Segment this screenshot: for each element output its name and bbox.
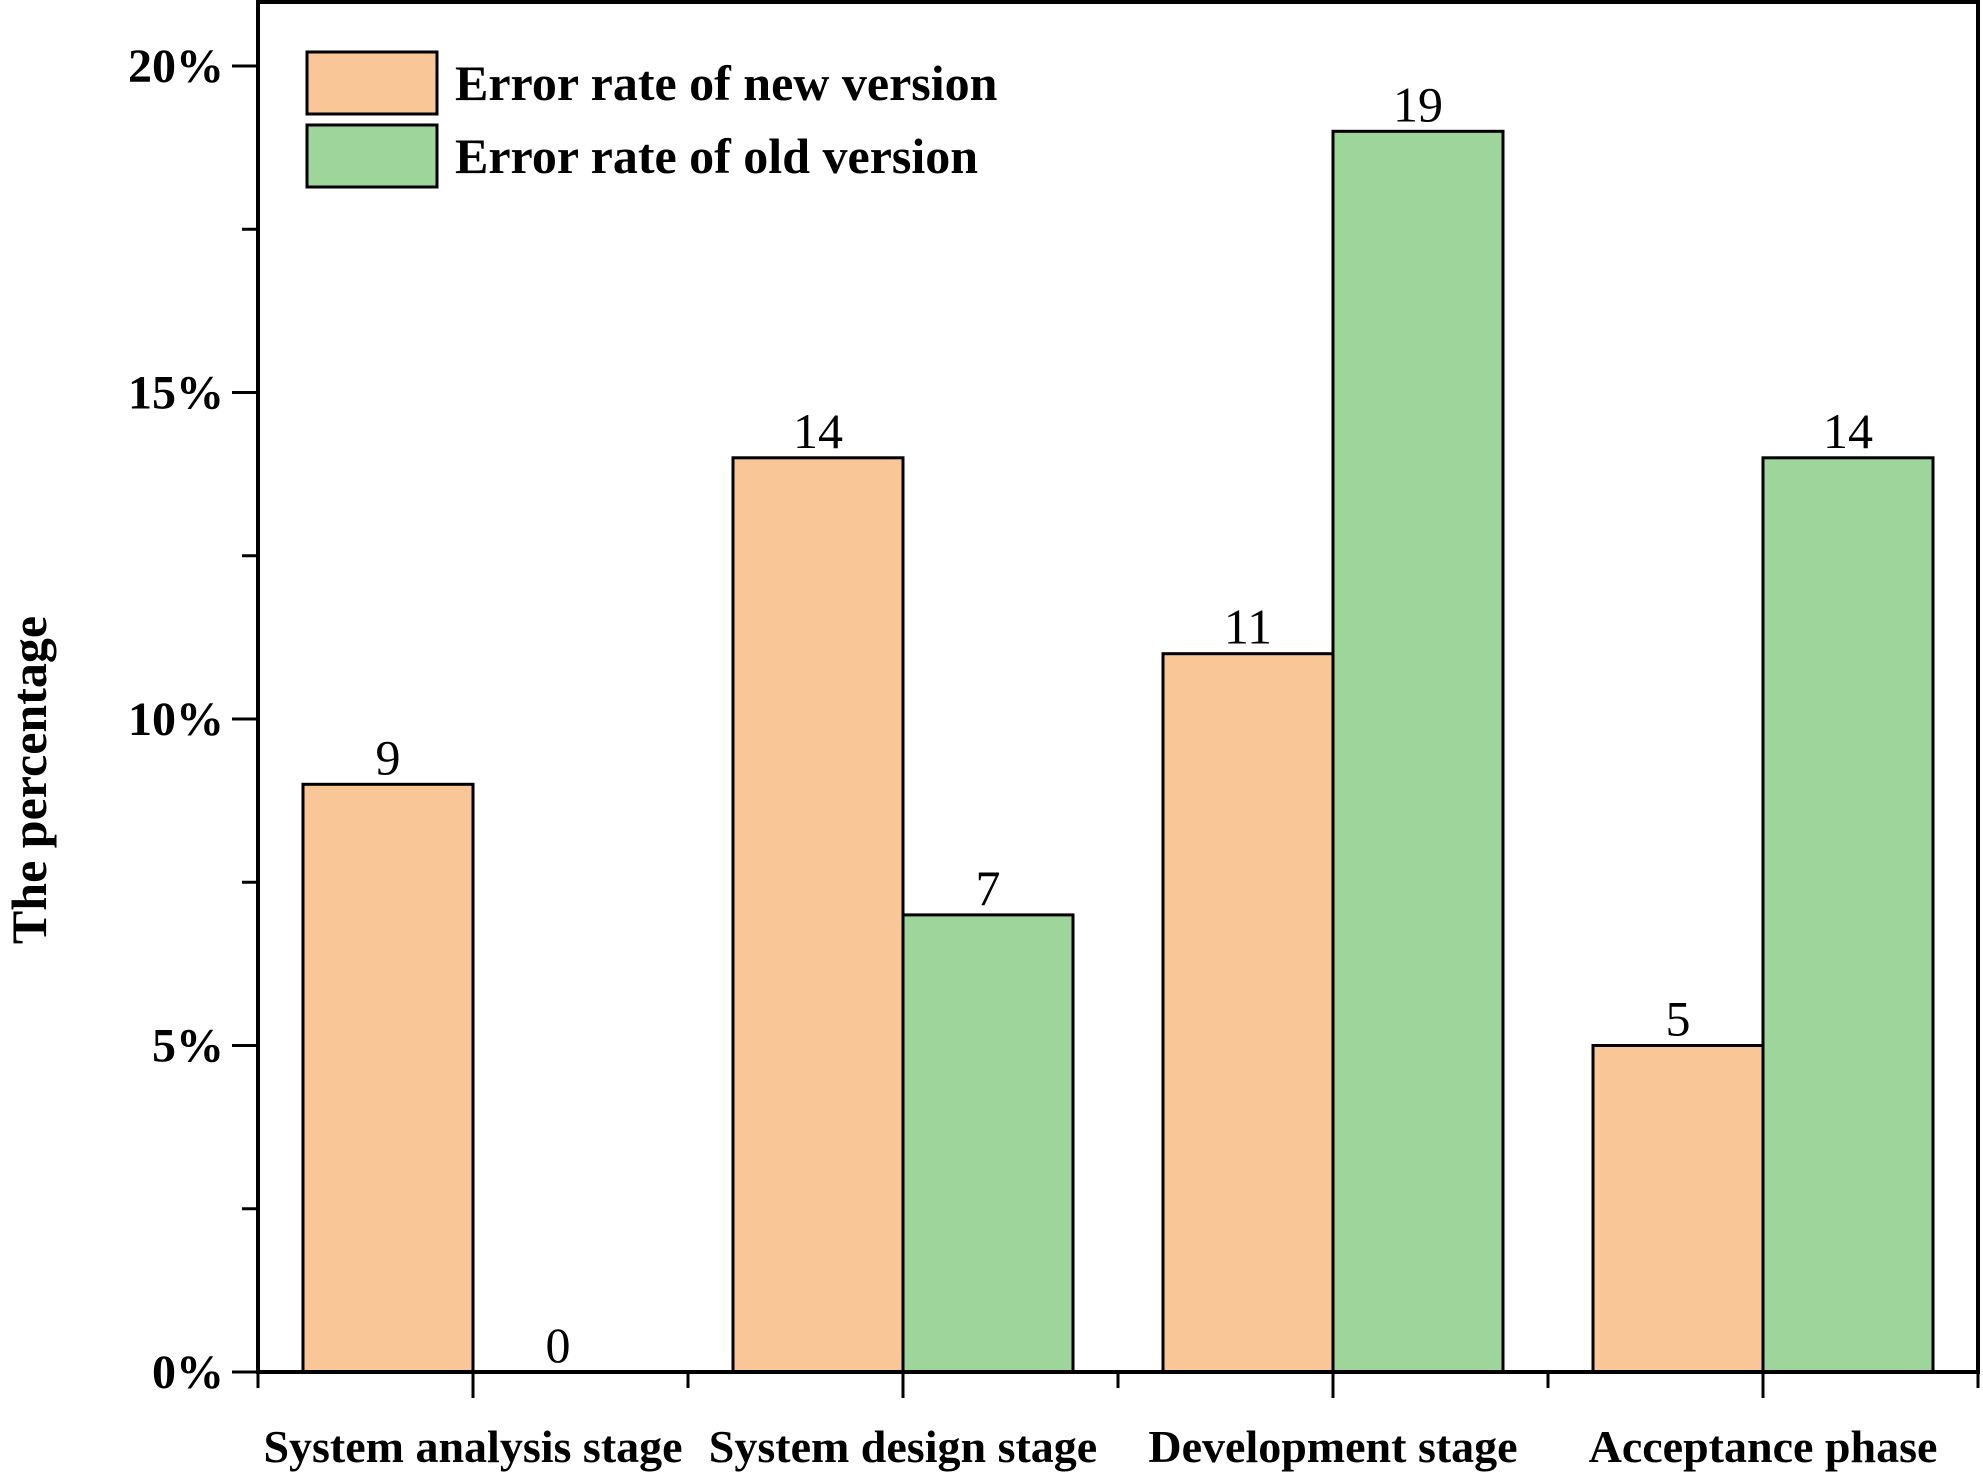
bar-new-0 (301, 782, 475, 1374)
x-tick-label-1: System design stage (709, 1421, 1097, 1472)
value-label-new-3: 5 (1666, 991, 1691, 1047)
x-tick-label-0: System analysis stage (263, 1421, 682, 1472)
value-label-new-0: 9 (376, 729, 401, 785)
bar-new-1 (731, 456, 905, 1374)
value-label-new-2: 11 (1224, 599, 1272, 655)
value-label-old-2: 19 (1393, 76, 1443, 132)
y-tick-label-1: 5% (152, 1020, 224, 1073)
y-axis-label-group: The percentage (1, 616, 57, 944)
legend-swatch-old (305, 123, 439, 189)
bar-old-2 (1331, 129, 1505, 1374)
legend-swatch-new (305, 50, 439, 116)
y-tick-label-0: 0% (152, 1346, 224, 1399)
y-tick-label-3: 15% (128, 367, 224, 420)
legend-label-new: Error rate of new version (455, 55, 998, 111)
y-tick-label-2: 10% (128, 693, 224, 746)
y-axis-label: The percentage (1, 616, 57, 944)
x-ticks: System analysis stage System design stage… (256, 1372, 1980, 1472)
value-label-old-0: 0 (546, 1317, 571, 1373)
value-label-old-3: 14 (1823, 403, 1873, 459)
value-label-new-1: 14 (793, 403, 843, 459)
value-label-old-1: 7 (976, 860, 1001, 916)
x-tick-label-2: Development stage (1148, 1421, 1517, 1472)
y-tick-label-4: 20% (128, 40, 224, 93)
bar-old-3 (1761, 456, 1935, 1374)
bars (301, 129, 1935, 1374)
bar-new-3 (1591, 1044, 1765, 1374)
value-labels: 9 0 14 7 11 19 5 14 (376, 76, 1874, 1373)
bar-new-2 (1161, 652, 1335, 1374)
bar-old-1 (901, 913, 1075, 1374)
legend-label-old: Error rate of old version (455, 128, 978, 184)
x-tick-label-3: Acceptance phase (1589, 1421, 1938, 1472)
legend: Error rate of new version Error rate of o… (305, 50, 998, 189)
y-ticks: 0% 5% 10% 15% 20% (128, 40, 258, 1399)
